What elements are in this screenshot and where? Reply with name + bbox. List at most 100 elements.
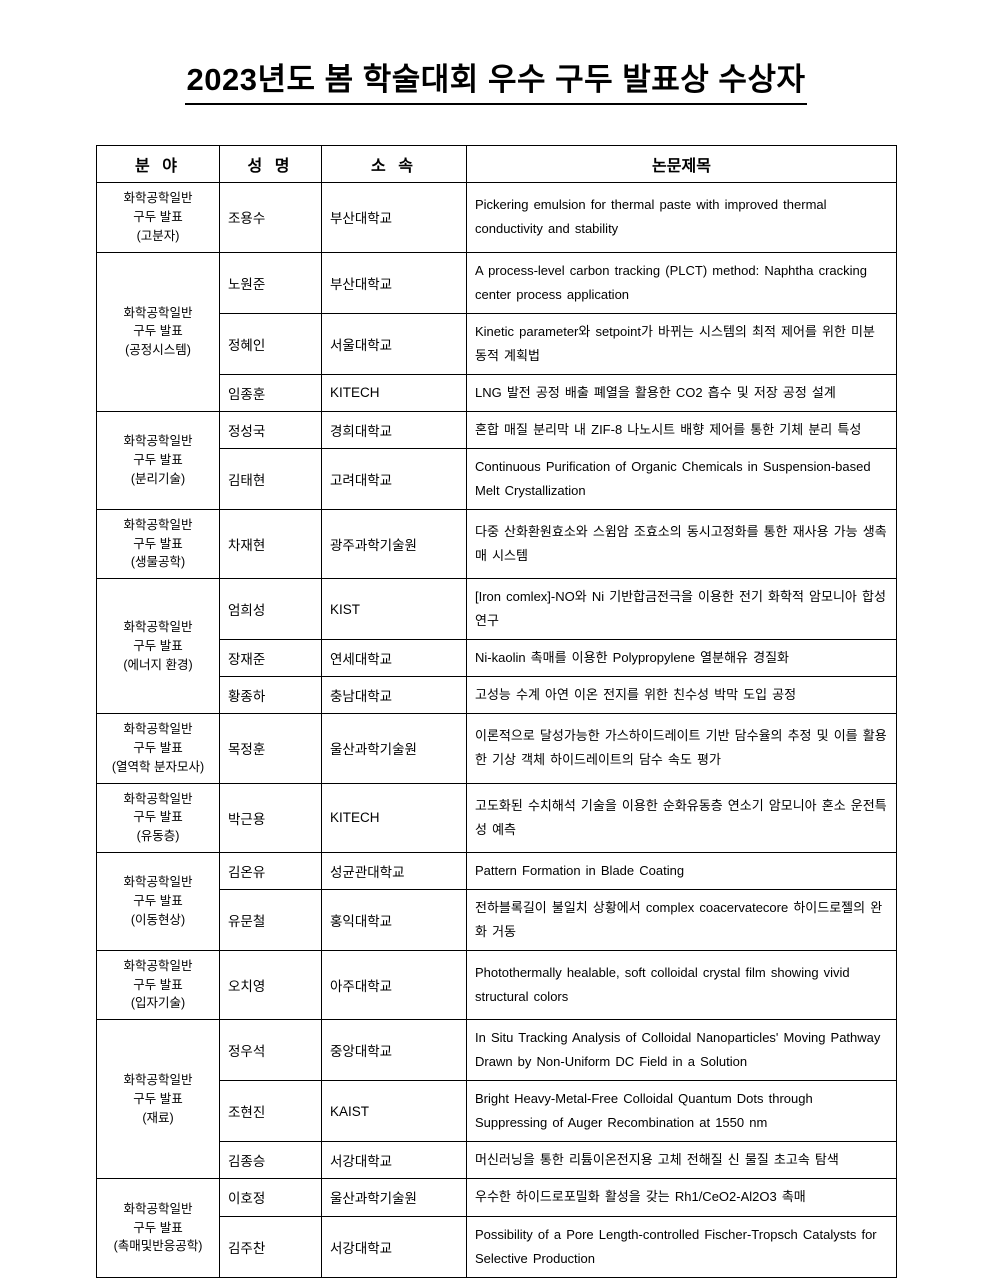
field-line-3: (열역학 분자모사): [111, 759, 205, 774]
affiliation-cell: 중앙대학교: [321, 1019, 467, 1082]
field-line-3: (공정시스템): [125, 343, 191, 358]
table-row: 화학공학일반 구두 발표 (재료) 정우석 중앙대학교 In Situ Tracking …: [96, 1019, 897, 1180]
field-line-3: (촉매및반응공학): [113, 1239, 203, 1254]
column-header-field: 분 야: [96, 145, 220, 184]
name-cell: 정성국: [219, 410, 322, 449]
field-line-3: (고분자): [136, 228, 180, 243]
affiliation-cell: 충남대학교: [321, 676, 467, 715]
name-cell: 황종하: [219, 676, 322, 715]
table-body: 화학공학일반 구두 발표 (고분자) 조용수 부산대학교 Pickering emulsi…: [96, 182, 897, 1278]
table-row: 화학공학일반 구두 발표 (생물공학) 차재현 광주과학기술원 다중 산화환원효소와 스윔…: [96, 508, 897, 580]
field-line-1: 화학공학일반: [123, 1073, 193, 1088]
table-row: 화학공학일반 구두 발표 (에너지 환경) 엄희성 KIST [Iron comlex]-…: [96, 578, 897, 715]
paper-title-cell: 이론적으로 달성가능한 가스하이드레이트 기반 담수율의 추정 및 이를 활용한…: [466, 713, 897, 784]
paper-title-cell: A process-level carbon tracking (PLCT) m…: [466, 251, 897, 314]
field-cell: 화학공학일반 구두 발표 (이동현상): [96, 851, 220, 951]
paper-title-cell: 전하블록길이 불일치 상황에서 complex coacervatecore 하…: [466, 888, 897, 951]
name-cell: 엄희성: [219, 578, 322, 641]
field-line-1: 화학공학일반: [123, 722, 193, 737]
paper-title-cell: 고도화된 수치해석 기술을 이용한 순화유동층 연소기 암모니아 혼소 운전특성…: [466, 782, 897, 853]
name-cell: 이호정: [219, 1178, 322, 1217]
field-line-1: 화학공학일반: [123, 875, 193, 890]
paper-title-cell: 고성능 수계 아연 이온 전지를 위한 친수성 박막 도입 공정: [466, 676, 897, 715]
award-table-container: 분 야 성 명 소 속 논문제목 화학공학일반 구두 발표 (고분자) 조용수 부산대학…: [96, 145, 897, 1278]
affiliation-cell: 부산대학교: [321, 182, 467, 253]
affiliation-cell: 아주대학교: [321, 949, 467, 1021]
affiliation-cell: 연세대학교: [321, 639, 467, 678]
paper-title-cell: 우수한 하이드로포밀화 활성을 갖는 Rh1/CeO2-Al2O3 촉매: [466, 1178, 897, 1217]
field-line-3: (에너지 환경): [123, 657, 193, 672]
field-line-2: 구두 발표: [133, 452, 183, 467]
award-table: 분 야 성 명 소 속 논문제목 화학공학일반 구두 발표 (고분자) 조용수 부산대학…: [96, 145, 897, 1278]
field-line-1: 화학공학일반: [123, 517, 193, 532]
paper-title-cell: In Situ Tracking Analysis of Colloidal N…: [466, 1019, 897, 1082]
field-line-2: 구두 발표: [133, 210, 183, 225]
affiliation-cell: KIST: [321, 578, 467, 641]
field-line-2: 구두 발표: [133, 638, 183, 653]
affiliation-cell: 성균관대학교: [321, 851, 467, 890]
name-cell: 장재준: [219, 639, 322, 678]
field-line-2: 구두 발표: [133, 1220, 183, 1235]
field-cell: 화학공학일반 구두 발표 (에너지 환경): [96, 578, 220, 715]
field-line-2: 구두 발표: [133, 536, 183, 551]
field-line-3: (생물공학): [130, 555, 186, 570]
field-line-3: (유동층): [136, 829, 180, 844]
affiliation-cell: 경희대학교: [321, 410, 467, 449]
field-line-1: 화학공학일반: [123, 434, 193, 449]
paper-title-cell: Bright Heavy-Metal-Free Colloidal Quantu…: [466, 1080, 897, 1143]
paper-title-cell: Continuous Purification of Organic Chemi…: [466, 447, 897, 510]
name-cell: 김태현: [219, 447, 322, 510]
paper-title-cell: Pickering emulsion for thermal paste wit…: [466, 182, 897, 253]
affiliation-cell: 광주과학기술원: [321, 508, 467, 580]
affiliation-cell: 부산대학교: [321, 251, 467, 314]
field-line-2: 구두 발표: [133, 810, 183, 825]
paper-title-cell: 혼합 매질 분리막 내 ZIF-8 나노시트 배향 제어를 통한 기체 분리 특…: [466, 410, 897, 449]
column-header-affiliation: 소 속: [321, 145, 467, 184]
name-cell: 오치영: [219, 949, 322, 1021]
column-header-name: 성 명: [219, 145, 322, 184]
affiliation-cell: 홍익대학교: [321, 888, 467, 951]
field-line-2: 구두 발표: [133, 1091, 183, 1106]
paper-title-cell: Kinetic parameter와 setpoint가 바뀌는 시스템의 최적…: [466, 312, 897, 375]
name-cell: 박근용: [219, 782, 322, 853]
affiliation-cell: KITECH: [321, 373, 467, 412]
name-cell: 정우석: [219, 1019, 322, 1082]
table-header: 분 야 성 명 소 속 논문제목: [96, 145, 897, 184]
table-row: 조현진 KAIST Bright Heavy-Metal-Free Colloida…: [97, 1080, 897, 1143]
table-row: 화학공학일반 구두 발표 (입자기술) 오치영 아주대학교 Photothermally …: [96, 949, 897, 1021]
table-row: 화학공학일반 구두 발표 (공정시스템) 노원준 부산대학교 A process-leve…: [96, 251, 897, 412]
paper-title-cell: Possibility of a Pore Length-controlled …: [466, 1215, 897, 1278]
field-line-2: 구두 발표: [133, 324, 183, 339]
affiliation-cell: 서강대학교: [321, 1141, 467, 1180]
name-cell: 조현진: [219, 1080, 322, 1143]
name-cell: 김주찬: [219, 1215, 322, 1278]
paper-title-cell: LNG 발전 공정 배출 폐열을 활용한 CO2 흡수 및 저장 공정 설계: [466, 373, 897, 412]
table-row: 정혜인 서울대학교 Kinetic parameter와 setpoint가 바뀌는…: [97, 312, 897, 375]
field-line-3: (분리기술): [130, 471, 186, 486]
field-line-1: 화학공학일반: [123, 958, 193, 973]
name-cell: 조용수: [219, 182, 322, 253]
affiliation-cell: KITECH: [321, 782, 467, 853]
table-row: 화학공학일반 구두 발표 (열역학 분자모사) 목정훈 울산과학기술원 이론적으로 달성가…: [96, 713, 897, 784]
name-cell: 유문철: [219, 888, 322, 951]
table-row: 유문철 홍익대학교 전하블록길이 불일치 상황에서 complex coacerva…: [97, 888, 897, 951]
table-row: 화학공학일반 구두 발표 (이동현상) 김온유 성균관대학교 Pattern Format…: [96, 851, 897, 951]
field-line-1: 화학공학일반: [123, 305, 193, 320]
field-line-1: 화학공학일반: [123, 191, 193, 206]
name-cell: 임종훈: [219, 373, 322, 412]
affiliation-cell: 서울대학교: [321, 312, 467, 375]
column-header-paper-title: 논문제목: [466, 145, 897, 184]
table-row: 황종하 충남대학교 고성능 수계 아연 이온 전지를 위한 친수성 박막 도입 공정: [97, 676, 897, 715]
name-cell: 차재현: [219, 508, 322, 580]
table-header-row: 분 야 성 명 소 속 논문제목: [96, 145, 897, 184]
name-cell: 김종승: [219, 1141, 322, 1180]
name-cell: 김온유: [219, 851, 322, 890]
title-container: 2023년도 봄 학술대회 우수 구두 발표상 수상자: [0, 0, 992, 145]
field-line-1: 화학공학일반: [123, 791, 193, 806]
field-line-2: 구두 발표: [133, 977, 183, 992]
